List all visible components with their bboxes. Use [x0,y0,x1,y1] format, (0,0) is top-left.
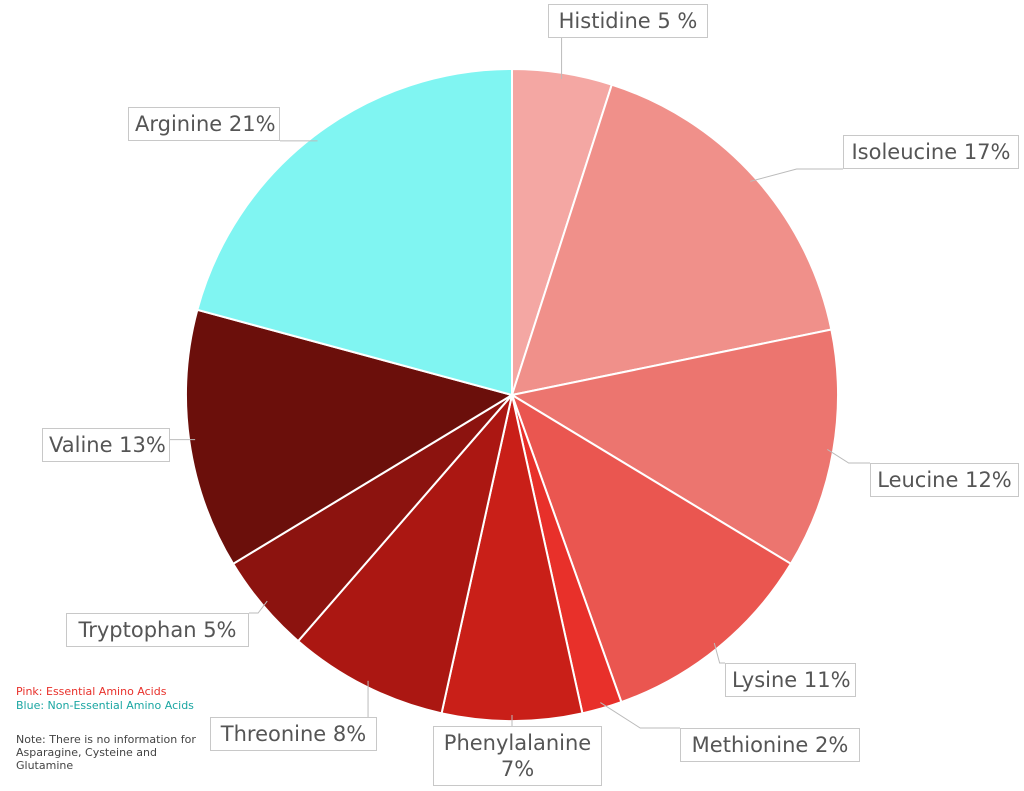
data-label: Threonine 8% [210,717,377,751]
legend-note: Pink: Essential Amino Acids [16,685,167,698]
leader-line [827,449,870,464]
data-label: Tryptophan 5% [66,613,249,647]
leader-line [600,702,680,729]
pie-slice [510,392,793,704]
data-label: Lysine 11% [725,663,856,697]
leader-line [249,600,268,614]
data-label: Histidine 5 % [548,4,708,38]
data-label: Phenylalanine 7% [433,726,602,786]
leader-line [713,642,725,664]
leader-line [750,168,843,182]
data-label: Isoleucine 17% [843,135,1019,169]
pie-slice [509,328,839,566]
pie-slice [196,67,513,397]
legend-note: Note: There is no information for Aspara… [16,733,196,772]
data-label: Arginine 21% [128,107,280,141]
pie-slice [296,394,513,715]
data-label: Methionine 2% [680,728,860,762]
data-label: Valine 13% [42,428,170,462]
data-label: Leucine 12% [870,463,1019,497]
pie-slice [510,83,833,397]
legend-note: Blue: Non-Essential Amino Acids [16,699,194,712]
